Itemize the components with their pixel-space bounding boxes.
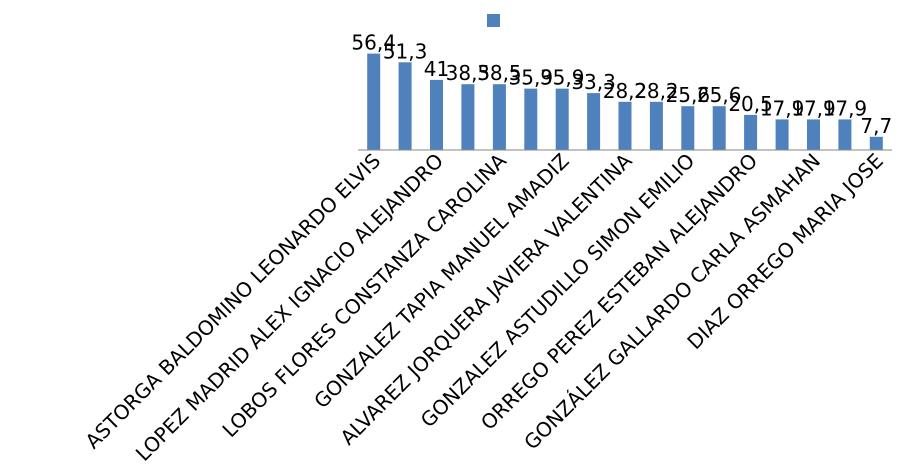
category-label-8: ALVAREZ JORQUERA JAVIERA VALENTINA	[335, 148, 636, 449]
data-label-10: 25,6	[666, 83, 711, 107]
legend-swatch	[487, 14, 500, 27]
bar-2	[430, 79, 443, 150]
data-label-13: 17,9	[760, 96, 805, 120]
bar-0	[367, 53, 381, 150]
category-label-4: LOBOS FLORES CONSTANZA CAROLINA	[217, 148, 511, 442]
data-label-0: 56,4	[351, 31, 396, 55]
bar-3	[461, 84, 475, 150]
data-label-1: 51,3	[383, 39, 428, 63]
data-label-8: 28,2	[603, 79, 648, 103]
data-label-5: 35,9	[509, 66, 554, 90]
category-label-14: GONZÁLEZ GALLARDO CARLA ASMAHAN	[519, 149, 825, 455]
data-label-4: 38,5	[477, 61, 522, 85]
bar-6	[555, 88, 569, 150]
data-label-12: 20,5	[728, 92, 773, 116]
bars-group	[367, 53, 883, 150]
bar-7	[587, 93, 601, 150]
bar-5	[524, 88, 538, 150]
data-labels-group: 56,451,34138,538,535,935,933,328,228,225…	[351, 31, 892, 138]
bar-1	[398, 62, 412, 150]
bar-14	[807, 119, 820, 150]
data-label-3: 38,5	[446, 61, 491, 85]
bar-13	[775, 119, 789, 150]
data-label-11: 25,6	[697, 83, 742, 107]
bar-12	[744, 114, 758, 150]
category-label-0: ASTORGA BALDOMINO LEONARDO ELVIS	[80, 149, 385, 454]
bar-15	[838, 119, 852, 150]
bar-4	[492, 84, 506, 150]
data-label-6: 35,9	[540, 66, 585, 90]
data-label-15: 17,9	[823, 96, 868, 120]
data-label-2: 41	[424, 57, 449, 81]
bar-10	[681, 106, 695, 150]
bar-8	[618, 101, 632, 150]
data-label-7: 33,3	[571, 70, 616, 94]
bar-9	[649, 101, 663, 150]
data-label-9: 28,2	[634, 79, 679, 103]
bar-11	[712, 106, 726, 150]
bar-16	[869, 136, 883, 150]
data-label-14: 17,9	[791, 96, 836, 120]
data-label-16: 7,7	[860, 114, 892, 138]
